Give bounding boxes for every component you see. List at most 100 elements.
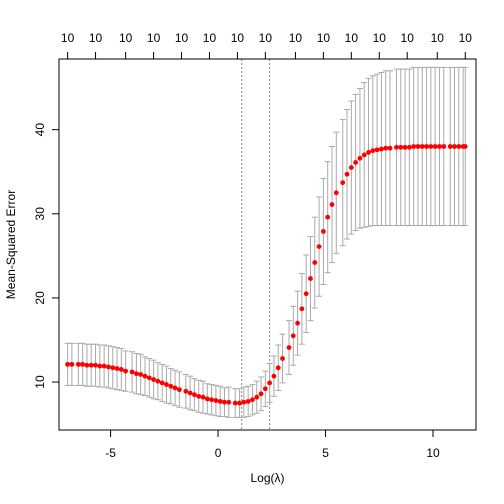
- mse-point: [106, 364, 111, 370]
- top-tick-label: 10: [317, 31, 331, 45]
- y-tick-label: 30: [33, 207, 47, 221]
- mse-point: [192, 392, 197, 398]
- mse-point: [217, 398, 223, 404]
- mse-point: [447, 144, 453, 149]
- top-tick-label: 10: [373, 31, 387, 45]
- mse-point: [370, 148, 376, 154]
- x-tick-label: -5: [105, 446, 116, 460]
- mse-point: [183, 388, 189, 394]
- mse-point: [209, 397, 215, 403]
- mse-point: [308, 276, 313, 281]
- mse-point: [353, 160, 359, 165]
- mse-point: [406, 144, 412, 150]
- top-tick-label: 10: [289, 31, 303, 45]
- mse-point: [97, 363, 103, 369]
- mse-point: [250, 397, 255, 403]
- mse-point: [419, 144, 425, 149]
- mse-point: [65, 361, 70, 367]
- mse-point: [187, 390, 193, 396]
- mse-point: [84, 362, 90, 368]
- mse-point: [93, 362, 98, 368]
- mse-point: [320, 229, 326, 234]
- mse-point: [196, 393, 202, 399]
- top-tick-label: 10: [231, 31, 245, 45]
- mse-point: [366, 149, 371, 155]
- mse-point: [299, 306, 305, 312]
- top-tick-label: 10: [203, 31, 217, 45]
- top-tick-label: 10: [459, 31, 473, 45]
- mse-point: [110, 365, 116, 371]
- mse-point: [432, 144, 438, 149]
- y-tick-label: 10: [33, 375, 47, 389]
- mse-point: [456, 144, 462, 149]
- mse-point: [129, 369, 135, 375]
- mse-point: [374, 147, 380, 153]
- mse-point: [411, 144, 417, 149]
- mse-point: [164, 382, 169, 387]
- mse-points: [65, 144, 468, 406]
- top-tick-label: 10: [431, 31, 445, 45]
- y-tick-label: 20: [33, 291, 47, 305]
- mse-point: [101, 363, 107, 369]
- mse-point: [118, 367, 124, 372]
- mse-point: [151, 377, 156, 382]
- mse-point: [379, 146, 384, 152]
- top-tick-label: 10: [401, 31, 415, 45]
- error-bars: [64, 66, 469, 418]
- mse-point: [271, 373, 277, 379]
- mse-point: [424, 144, 429, 149]
- x-tick-label: 10: [426, 446, 440, 460]
- y-axis: 10 20 30 40: [33, 123, 60, 389]
- top-tick-label: 10: [119, 31, 133, 45]
- mse-point: [114, 366, 120, 371]
- mse-point: [348, 165, 354, 170]
- mse-point: [333, 190, 339, 196]
- mse-point: [204, 396, 210, 402]
- mse-point: [226, 399, 232, 405]
- mse-point: [312, 260, 318, 265]
- x-tick-label: 5: [322, 446, 329, 460]
- mse-point: [316, 244, 322, 250]
- x-axis: -5 0 5 10: [105, 429, 440, 460]
- mse-point: [275, 365, 281, 371]
- mse-point: [340, 180, 346, 186]
- mse-point: [168, 383, 174, 389]
- mse-point: [462, 144, 468, 149]
- mse-point: [241, 399, 247, 405]
- mse-point: [402, 144, 408, 150]
- mse-point: [361, 152, 367, 158]
- mse-point: [142, 373, 148, 379]
- mse-point: [286, 345, 292, 350]
- mse-point: [280, 356, 285, 361]
- mse-point: [437, 144, 442, 149]
- mse-point: [394, 144, 399, 150]
- mse-point: [415, 144, 421, 149]
- mse-point: [232, 400, 238, 406]
- mse-point: [159, 380, 165, 386]
- mse-point: [155, 378, 161, 384]
- top-tick-label: 10: [147, 31, 161, 45]
- x-axis-title: Log(λ): [250, 471, 284, 485]
- mse-point: [290, 333, 296, 339]
- mse-point: [344, 171, 350, 177]
- mse-point: [258, 391, 264, 397]
- top-tick-label: 10: [259, 31, 273, 45]
- top-tick-label: 10: [345, 31, 359, 45]
- mse-point: [383, 145, 389, 151]
- y-axis-title: Mean-Squared Error: [4, 190, 18, 299]
- mse-point: [267, 380, 273, 386]
- mse-point: [176, 387, 182, 393]
- mse-point: [133, 371, 139, 377]
- mse-point: [295, 320, 300, 326]
- mse-point: [138, 372, 144, 377]
- mse-point: [88, 362, 94, 368]
- top-tick-label: 10: [175, 31, 189, 45]
- mse-point: [441, 144, 447, 149]
- y-tick-label: 40: [33, 123, 47, 137]
- mse-point: [146, 375, 152, 381]
- mse-point: [80, 361, 86, 367]
- mse-point: [123, 368, 129, 374]
- mse-point: [237, 400, 242, 406]
- mse-point: [357, 155, 363, 161]
